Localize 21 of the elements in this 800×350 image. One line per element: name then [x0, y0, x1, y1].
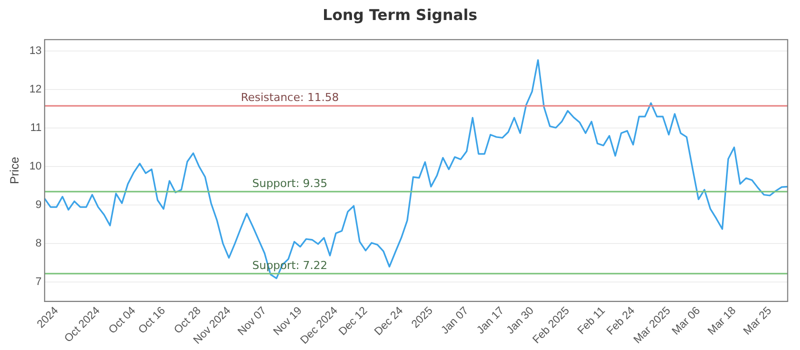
x-tick-label: Mar 18	[706, 304, 738, 338]
y-tick-label: 12	[29, 84, 42, 96]
y-tick-label: 10	[29, 160, 42, 173]
y-tick-label: 9	[36, 199, 42, 212]
x-tick-label: Nov 07	[236, 304, 269, 338]
y-tick-label: 13	[29, 45, 42, 58]
x-tick-label: Oct 16	[136, 304, 168, 336]
y-tick-label: 8	[36, 238, 42, 250]
y-tick-label: 11	[30, 122, 42, 134]
y-axis-title: Price	[8, 156, 22, 184]
x-tick-label: Dec 12	[336, 304, 370, 338]
chart-title: Long Term Signals	[322, 6, 478, 24]
ref-line-label: Resistance: 11.58	[240, 91, 339, 104]
ref-line-label: Support: 9.35	[252, 177, 328, 190]
x-tick-label: Mar 25	[741, 304, 774, 338]
x-tick-label: Jan 07	[439, 304, 471, 337]
x-tick-label: Mar 06	[670, 304, 703, 338]
x-tick-label: Dec 24	[372, 304, 406, 338]
x-tick-label: Jan 17	[474, 304, 507, 337]
y-tick-label: 7	[36, 276, 42, 288]
x-tick-label: Oct 04	[106, 304, 138, 336]
